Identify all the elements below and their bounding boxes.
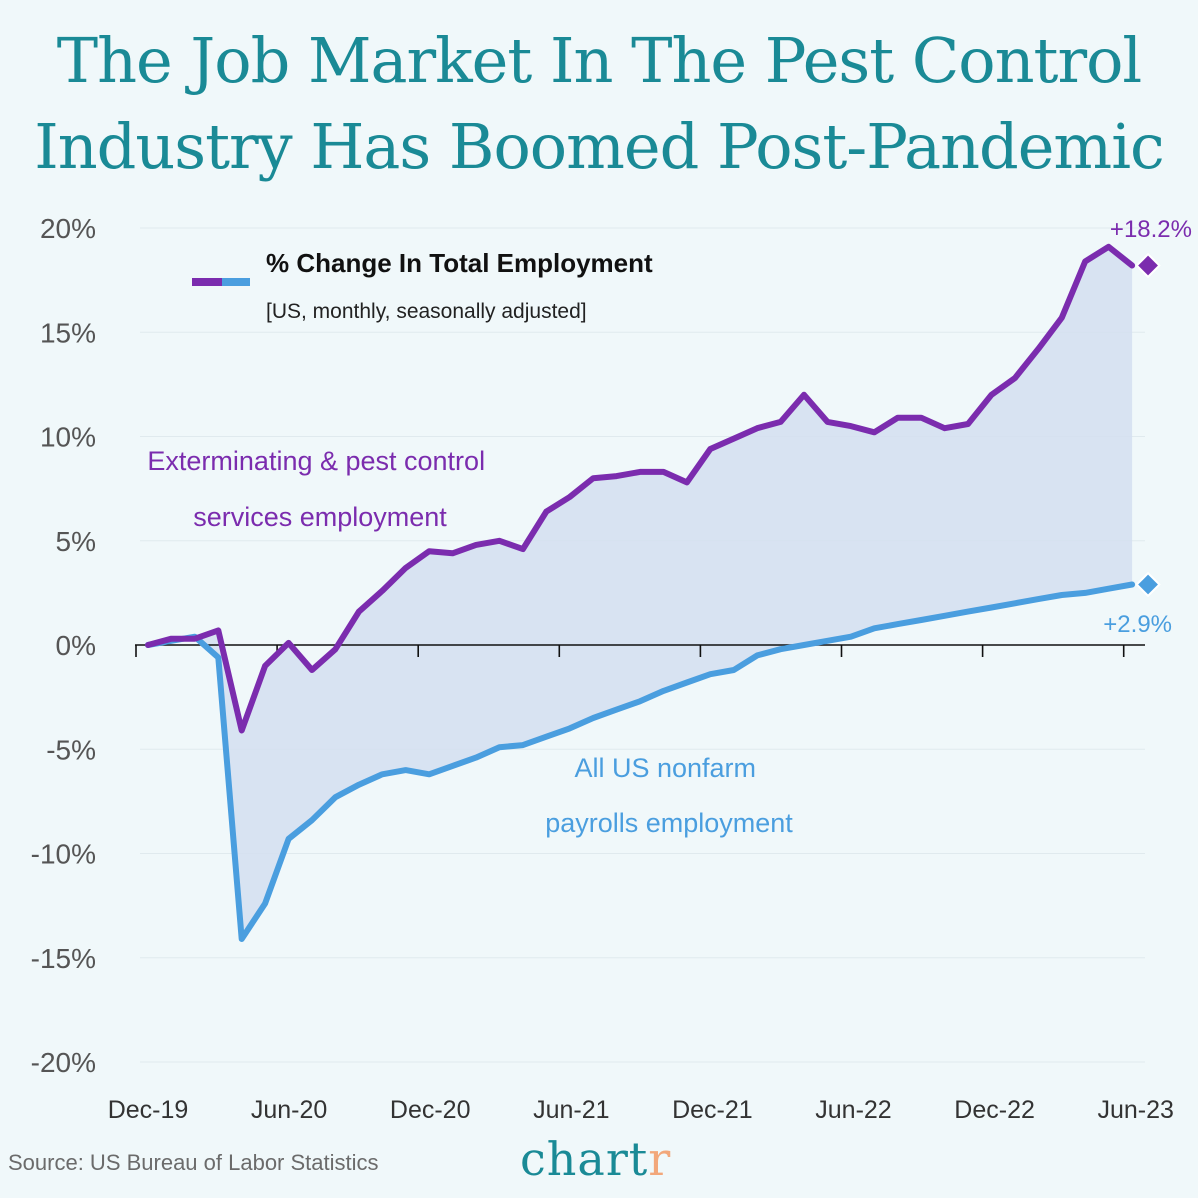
x-tick-label: Dec-21	[672, 1096, 753, 1124]
y-tick-label: -15%	[31, 943, 96, 974]
y-tick-label: -5%	[46, 734, 96, 765]
y-tick-label: 20%	[40, 213, 96, 244]
nonfarm-end-marker	[1135, 571, 1161, 598]
nonfarm-label-line-2: payrolls employment	[545, 808, 793, 838]
nonfarm-end-label: +2.9%	[1103, 611, 1172, 638]
y-tick-label: -20%	[31, 1047, 96, 1078]
pest-control-series-line	[145, 243, 1136, 734]
x-tick-label: Dec-20	[390, 1096, 471, 1124]
legend-subtitle: [US, monthly, seasonally adjusted]	[266, 300, 587, 323]
pest-control-label-line-1: Exterminating & pest control	[147, 446, 485, 476]
pest-control-series-label: Exterminating & pest control services em…	[147, 446, 492, 532]
x-tick-label: Dec-22	[954, 1096, 1035, 1124]
y-axis-tick-labels: 20% 15% 10% 5% 0% -5% -10% -15% -20%	[31, 213, 96, 1078]
x-tick-label: Jun-20	[251, 1096, 327, 1124]
x-tick-label: Jun-22	[815, 1096, 891, 1124]
y-tick-label: 0%	[56, 630, 96, 661]
logo-accent-text: r	[648, 1132, 672, 1186]
chart-title: The Job Market In The Pest Control Indus…	[0, 18, 1198, 190]
y-tick-label: 5%	[56, 526, 96, 557]
pest-control-label-line-2: services employment	[193, 502, 447, 532]
chart-title-line-2: Industry Has Boomed Post-Pandemic	[34, 110, 1165, 183]
source-note: Source: US Bureau of Labor Statistics	[8, 1150, 379, 1175]
pest-control-end-marker	[1135, 252, 1161, 279]
y-tick-label: 15%	[40, 317, 96, 348]
nonfarm-series-label: All US nonfarm payrolls employment	[545, 753, 793, 838]
y-tick-label: -10%	[31, 839, 96, 870]
x-tick-label: Jun-23	[1097, 1096, 1173, 1124]
nonfarm-label-line-1: All US nonfarm	[574, 753, 756, 783]
pest-control-end-label: +18.2%	[1110, 216, 1192, 243]
x-tick-label: Dec-19	[108, 1096, 189, 1124]
y-tick-label: 10%	[40, 422, 96, 453]
logo-main-text: chart	[520, 1132, 649, 1186]
legend: % Change In Total Employment [US, monthl…	[192, 248, 653, 323]
x-axis-tick-labels: Dec-19 Jun-20 Dec-20 Jun-21 Dec-21 Jun-22 Dec-…	[108, 1096, 1174, 1124]
x-tick-label: Jun-21	[533, 1096, 609, 1124]
chartr-logo: chartr	[520, 1132, 671, 1186]
nonfarm-series-line	[145, 581, 1136, 942]
legend-title: % Change In Total Employment	[266, 248, 653, 278]
gap-fill-area	[148, 246, 1133, 940]
chart-title-line-1: The Job Market In The Pest Control	[56, 24, 1143, 97]
